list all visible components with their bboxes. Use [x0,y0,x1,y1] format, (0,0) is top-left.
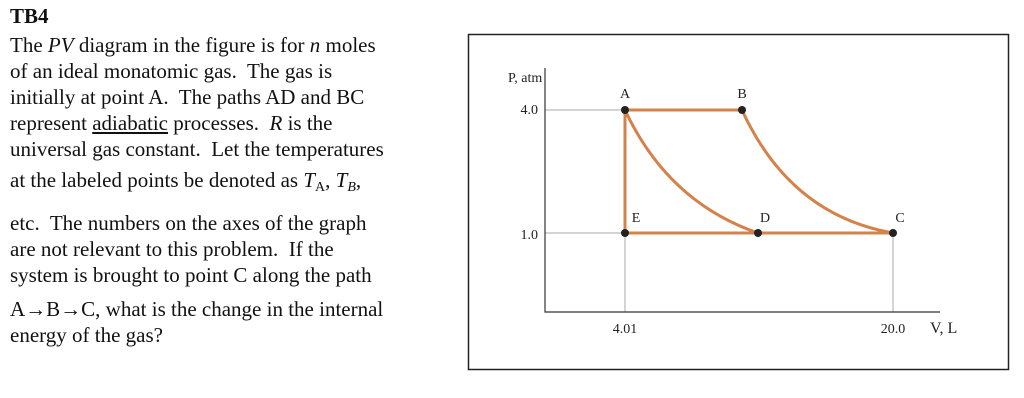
text-line: of an ideal monatomic gas. The gas is [10,59,332,84]
text: R [269,111,283,135]
figure-frame [467,33,1010,371]
axes [544,68,940,313]
point-label: E [632,211,641,226]
text: at the labeled points be denoted as [10,168,304,192]
text-line: The PV diagram in the figure is for n mo… [10,33,376,58]
text-line: system is brought to point C along the p… [10,263,372,288]
text-line: A→B→C, what is the change in the interna… [10,297,383,322]
text: A [315,180,326,195]
text: PV [47,33,74,57]
text: initially at point A. The paths AD and B… [10,85,365,109]
text: T [335,168,348,192]
x-label: 4.01 [613,322,638,337]
y-axis-label: P, atm [508,71,542,86]
text: T [303,168,316,192]
label-box [629,209,644,226]
title: TB4 [10,4,49,28]
text: The [10,33,48,57]
text: are not relevant to this problem. If the [10,237,334,261]
point-label: A [620,87,631,102]
text: processes. [168,111,270,135]
text-line: initially at point A. The paths AD and B… [10,85,364,110]
text: universal gas constant. Let the temperat… [10,137,384,161]
point-label: B [737,87,746,102]
y-label: 4.0 [521,103,539,118]
text: , [355,168,362,192]
points [621,106,897,237]
text: , [325,168,336,192]
text-line: at the labeled points be denoted as TA, … [10,168,361,196]
text: n [309,33,321,57]
text: represent [10,111,93,135]
text-line: etc. The numbers on the axes of the grap… [10,211,367,236]
guide-lines [545,109,894,312]
point-label: D [760,211,770,226]
text: of an ideal monatomic gas. The gas is [10,59,333,83]
x-axis-label: V, L [930,320,957,337]
link-text: adiabatic [92,111,169,135]
y-label: 1.0 [521,228,539,243]
text: etc. The numbers on the axes of the grap… [10,211,367,235]
text-line: energy of the gas? [10,323,163,348]
text: diagram in the figure is for [73,33,310,57]
text: energy of the gas? [10,323,163,347]
text-line: universal gas constant. Let the temperat… [10,137,384,162]
point-label: C [895,211,904,226]
text: is the [282,111,333,135]
text-line: are not relevant to this problem. If the [10,237,334,262]
text: B [347,180,356,195]
text: system is brought to point C along the p… [10,263,372,287]
text: moles [320,33,376,57]
text-line: represent adiabatic processes. R is the [10,111,333,136]
x-label: 20.0 [881,322,906,337]
text: A→B→C, what is the change in the interna… [10,297,384,321]
